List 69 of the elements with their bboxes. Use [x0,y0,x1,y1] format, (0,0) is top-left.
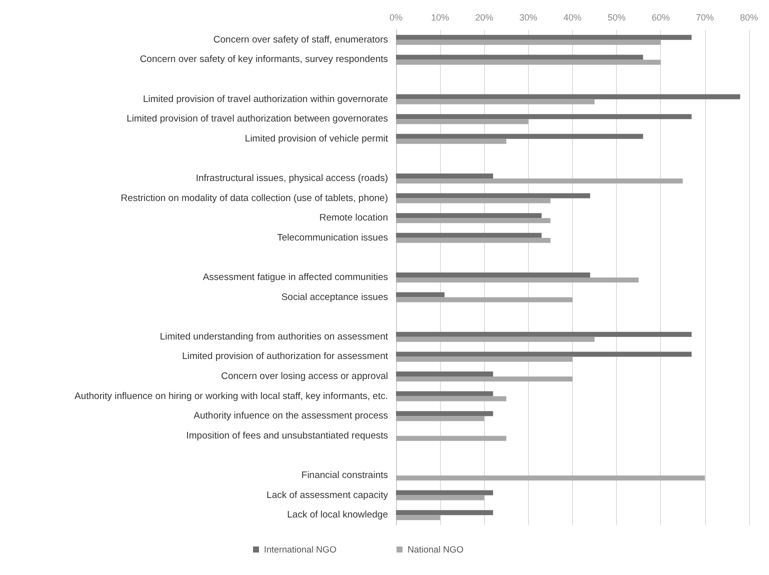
bar [396,411,494,416]
bar [396,178,683,184]
y-tick-label: Social acceptance issues [281,292,388,303]
bar [396,34,692,40]
bar [396,376,572,382]
bar [396,238,550,243]
y-tick-label: Limited understanding from authorities on assessment [160,331,388,342]
bar [396,372,494,376]
bar [396,119,528,124]
x-tick-label: 40% [563,12,582,22]
bar [396,391,494,396]
bar [396,138,506,144]
y-tick-label: Concern over safety of key informants, survey respondents [140,54,388,66]
legend-label: National NGO [408,544,464,554]
bar [396,193,590,198]
x-tick-label: 60% [652,12,670,22]
bar [396,278,639,282]
bar [396,218,550,224]
x-tick-label: 30% [519,12,538,22]
bar [396,292,445,298]
bar [396,99,595,104]
y-tick-label: Infrastructural issues, physical access (roads) [196,173,388,184]
bar [396,515,440,520]
bar [396,134,644,139]
y-tick-label: Limited provision of vehicle permit [244,133,388,144]
y-tick-label: Financial constraints [301,470,388,481]
y-tick-label: Limited provision of travel authorization between governorates [126,114,388,125]
y-tick-label: Authority influence on hiring or working with local staff, key informants, etc. [74,390,388,402]
bar [396,40,661,45]
y-tick-label: Assessment fatigue in affected communities [202,272,388,283]
y-tick-label: Authority infuence on the assessment process [194,410,388,422]
bar [396,272,590,278]
bar [396,416,484,422]
bar [396,54,644,60]
x-tick-label: 50% [608,12,626,22]
bar [396,297,572,302]
bar [396,232,542,238]
bar [396,213,542,218]
bar [396,436,506,441]
bar [396,336,595,342]
y-tick-label: Restriction on modality of data collection (use of tablets, phone) [120,192,388,204]
y-tick-label: Limited provision of travel authorization within governorate [142,94,388,105]
x-tick-label: 20% [475,12,494,22]
y-tick-label: Remote location [319,212,388,224]
bar [396,174,494,178]
bar [396,490,494,496]
bar [396,94,740,100]
y-tick-label: Concern over losing access or approval [221,371,388,382]
bar [396,332,692,337]
x-tick-label: 70% [696,12,714,22]
bar [396,396,506,402]
bar [396,476,705,480]
bar [396,510,494,516]
bar [396,495,484,500]
bar [396,60,661,65]
x-tick-label: 10% [431,12,450,22]
y-tick-label: Lack of assessment capacity [266,490,388,501]
y-tick-label: Lack of local knowledge [287,510,388,521]
x-tick-label: 0% [389,12,403,22]
legend-label: International NGO [264,544,337,554]
y-tick-label: Concern over safety of staff, enumerators [213,34,388,46]
bar [396,198,550,204]
y-tick-label: Telecommunication issues [277,232,388,244]
y-tick-label: Limited provision of authorization for assessment [182,351,388,362]
bar [396,356,572,362]
bar [396,352,692,357]
x-tick-label: 80% [740,12,758,22]
bar [396,114,692,120]
y-tick-label: Imposition of fees and unsubstantiated requests [186,430,388,442]
